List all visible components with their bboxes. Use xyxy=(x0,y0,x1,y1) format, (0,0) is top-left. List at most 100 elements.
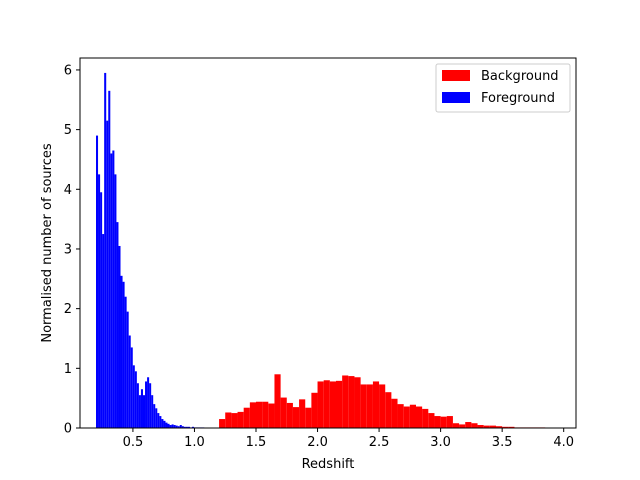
background-bar xyxy=(336,380,343,428)
background-bar xyxy=(434,416,441,428)
background-bar xyxy=(286,402,293,428)
background-bar xyxy=(366,384,373,428)
foreground-bar xyxy=(145,381,148,428)
background-bar xyxy=(385,392,392,428)
foreground-bar xyxy=(192,426,195,428)
foreground-bar xyxy=(157,413,160,428)
background-bar xyxy=(348,376,355,428)
background-bar xyxy=(292,407,300,428)
background-bar xyxy=(502,426,509,428)
background-bar xyxy=(305,407,312,428)
foreground-bar xyxy=(106,120,109,428)
foreground-bar xyxy=(132,365,135,428)
foreground-bar xyxy=(181,426,184,428)
background-bar xyxy=(280,397,287,428)
y-tick-label: 2 xyxy=(64,302,72,317)
x-tick-label: 3.5 xyxy=(492,435,513,450)
background-bar xyxy=(422,408,429,428)
foreground-bar xyxy=(163,420,166,428)
legend: Background Foreground xyxy=(435,63,571,113)
x-tick-label: 2.5 xyxy=(369,435,390,450)
background-bars xyxy=(219,374,558,428)
foreground-bars xyxy=(96,72,205,429)
legend-swatch-background xyxy=(442,70,470,81)
background-bar xyxy=(409,404,416,428)
foreground-bar xyxy=(124,296,127,428)
background-bar xyxy=(274,374,281,428)
background-bar xyxy=(231,413,238,428)
foreground-bar xyxy=(100,192,103,428)
foreground-bar xyxy=(136,383,139,428)
foreground-bar xyxy=(183,426,186,428)
y-tick-label: 3 xyxy=(64,242,72,257)
foreground-bar xyxy=(120,275,123,428)
y-axis-label: Normalised number of sources xyxy=(40,143,55,343)
foreground-bar xyxy=(126,311,129,428)
foreground-bar xyxy=(118,245,121,428)
foreground-bar xyxy=(110,153,113,429)
foreground-bar xyxy=(165,422,168,428)
foreground-bar xyxy=(108,90,111,428)
background-bar xyxy=(428,413,435,428)
x-tick-label: 2.0 xyxy=(307,435,328,450)
foreground-bar xyxy=(138,395,141,428)
foreground-bar xyxy=(147,377,150,428)
background-bar xyxy=(489,425,496,428)
background-bar xyxy=(440,416,447,428)
y-tick-label: 0 xyxy=(64,422,72,437)
foreground-bar xyxy=(96,135,99,428)
legend-label-foreground: Foreground xyxy=(481,91,555,106)
x-tick-label: 1.0 xyxy=(184,435,205,450)
background-bar xyxy=(323,380,330,428)
foreground-bar xyxy=(112,150,115,428)
background-bar xyxy=(256,401,263,428)
foreground-bar xyxy=(175,425,178,428)
foreground-bar xyxy=(155,408,158,428)
background-bar xyxy=(219,419,226,428)
background-bar xyxy=(416,406,423,428)
y-tick-label: 4 xyxy=(64,183,72,198)
foreground-bar xyxy=(116,222,119,428)
foreground-bar xyxy=(149,383,152,428)
foreground-bar xyxy=(102,234,105,428)
x-tick-label: 4.0 xyxy=(553,435,574,450)
foreground-bar xyxy=(122,281,125,428)
x-tick-label: 0.5 xyxy=(123,435,144,450)
foreground-bar xyxy=(104,72,107,429)
foreground-bar xyxy=(128,335,131,428)
background-bar xyxy=(471,423,478,428)
foreground-bar xyxy=(187,426,190,428)
foreground-bar xyxy=(173,425,176,428)
background-bar xyxy=(268,403,275,428)
background-bar xyxy=(329,381,336,428)
foreground-bar xyxy=(161,419,164,428)
foreground-bar xyxy=(134,371,137,428)
background-bar xyxy=(299,399,306,428)
background-bar xyxy=(225,412,232,428)
background-bar xyxy=(446,416,453,428)
background-bar xyxy=(311,392,318,428)
background-bar xyxy=(249,402,256,428)
foreground-bar xyxy=(140,389,143,428)
foreground-bar xyxy=(130,347,133,428)
background-bar xyxy=(403,406,410,428)
background-bar xyxy=(372,381,380,428)
legend-swatch-foreground xyxy=(442,92,470,103)
background-bar xyxy=(483,425,490,428)
foreground-bar xyxy=(98,174,101,428)
foreground-bar xyxy=(153,404,156,428)
background-bar xyxy=(360,384,367,428)
background-bar xyxy=(397,404,404,428)
background-bar xyxy=(465,422,472,428)
background-bar xyxy=(243,407,250,428)
foreground-bar xyxy=(159,416,162,428)
foreground-bar xyxy=(151,395,154,428)
background-bar xyxy=(477,425,484,428)
background-bar xyxy=(496,426,503,428)
x-tick-label: 1.5 xyxy=(246,435,267,450)
background-bar xyxy=(262,401,269,428)
background-bar xyxy=(379,384,386,428)
background-bar xyxy=(342,375,349,428)
foreground-bar xyxy=(185,426,188,428)
